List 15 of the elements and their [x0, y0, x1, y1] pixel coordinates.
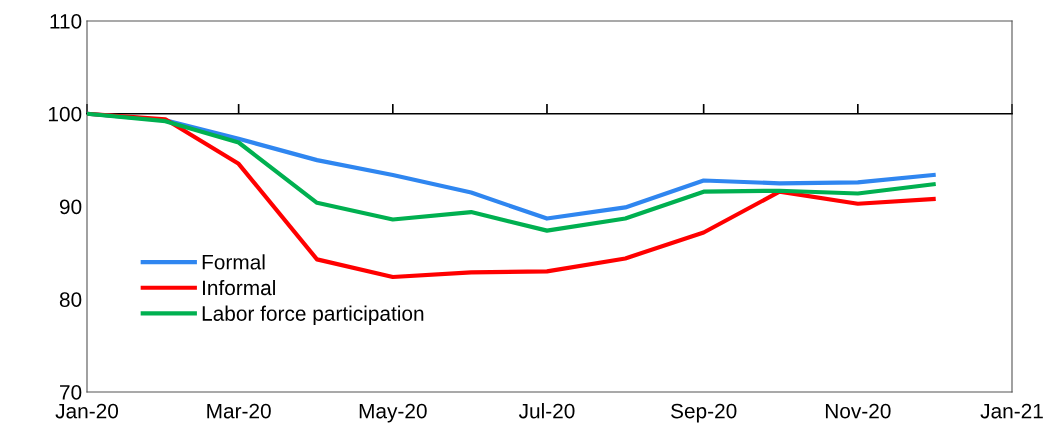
y-tick-label: 100: [48, 106, 82, 122]
x-tick-label: Jan-21: [980, 403, 1043, 419]
y-tick-label: 80: [59, 292, 82, 307]
y-tick-label: 110: [50, 14, 82, 29]
x-tick-label: Mar-20: [207, 403, 271, 419]
x-tick-label: Sep-20: [671, 403, 737, 423]
legend-label: Formal: [202, 254, 265, 270]
x-tick-label: May-20: [359, 403, 427, 423]
y-tick-label: 90: [59, 199, 82, 215]
x-tick-label: Nov-20: [825, 403, 891, 419]
legend-label: Labor force participation: [202, 305, 424, 326]
y-tick-label: 70: [60, 385, 82, 400]
x-tick-label: Jan-20: [55, 403, 119, 419]
legend-label: Informal: [203, 279, 275, 296]
x-tick-label: Jul-20: [518, 403, 575, 419]
